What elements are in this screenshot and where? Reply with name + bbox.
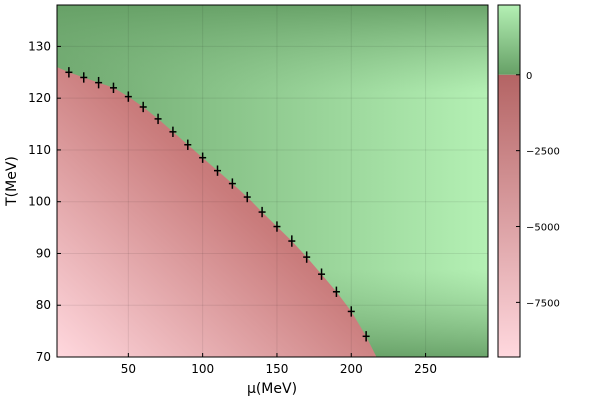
y-tick-label: 80 [36, 298, 51, 312]
boundary-point [214, 165, 222, 176]
y-axis-label: T(MeV) [4, 156, 20, 207]
colorbar: 0 −2500 −5000 −7500 [497, 4, 560, 358]
colorbar-tick-label: −5000 [526, 223, 560, 234]
boundary-point [347, 306, 355, 317]
boundary-point [288, 235, 296, 247]
boundary-point [154, 113, 162, 125]
boundary-point [362, 331, 370, 342]
x-tick-label: 50 [121, 362, 136, 376]
y-tick-label: 100 [28, 195, 51, 209]
boundary-point [303, 251, 311, 263]
boundary-point [95, 76, 103, 89]
negative-region [57, 67, 377, 357]
boundary-point [258, 206, 266, 218]
boundary-point [273, 221, 281, 232]
x-tick-label: 200 [340, 362, 363, 376]
plot-frame [56, 4, 489, 358]
colorbar-tick-label: −2500 [526, 147, 560, 158]
colorbar-tick-label: −7500 [526, 298, 560, 309]
y-tick-label: 120 [28, 91, 51, 105]
plot-area: 50 100 150 200 250 70 80 90 100 110 120 130 [28, 4, 489, 376]
colorbar-tick-label: 0 [526, 71, 532, 82]
boundary-point [332, 286, 340, 297]
boundary-point [109, 82, 117, 93]
boundary-point [124, 91, 132, 102]
boundary-points [65, 67, 370, 342]
boundary-point [228, 178, 236, 189]
boundary-point [243, 191, 251, 203]
x-axis-ticks: 50 100 150 200 250 [121, 353, 437, 376]
boundary-point [65, 67, 73, 78]
x-tick-label: 150 [266, 362, 289, 376]
x-tick-label: 250 [414, 362, 437, 376]
boundary-point [199, 152, 207, 163]
boundary-point [80, 72, 88, 83]
colorbar-negative [498, 74, 520, 358]
y-axis-ticks: 70 80 90 100 110 120 130 [28, 39, 61, 364]
y-tick-label: 130 [28, 39, 51, 53]
x-axis-label: μ(MeV) [247, 381, 297, 397]
colorbar-ticks: 0 −2500 −5000 −7500 [516, 71, 560, 309]
y-tick-label: 90 [36, 246, 51, 260]
boundary-point [318, 268, 326, 280]
boundary-point [139, 101, 147, 113]
colorbar-frame [497, 4, 521, 358]
boundary-point [169, 126, 177, 137]
y-tick-label: 110 [28, 143, 51, 157]
boundary-point [184, 139, 192, 150]
colorbar-positive [498, 5, 520, 75]
y-tick-label: 70 [36, 350, 51, 364]
x-tick-label: 100 [191, 362, 214, 376]
